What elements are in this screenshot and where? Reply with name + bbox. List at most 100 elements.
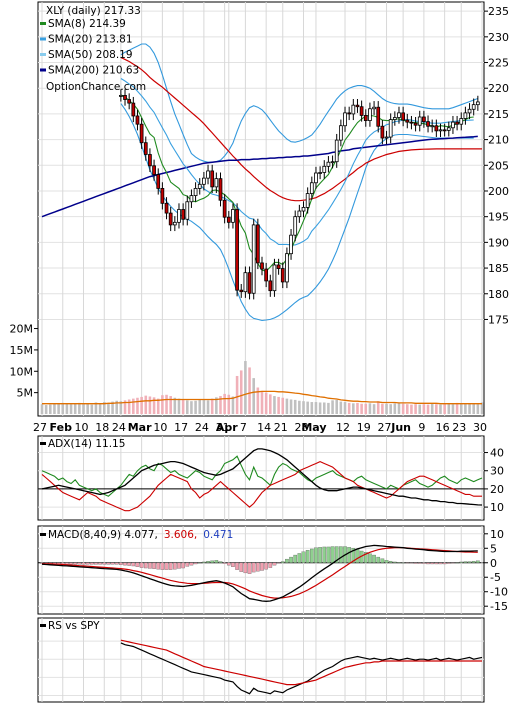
adx-tick-label: 30 — [490, 465, 504, 478]
macd-histogram-bar — [426, 562, 430, 565]
macd-histogram-bar — [422, 562, 426, 564]
volume-tick-label: 15M — [10, 344, 34, 357]
macd-histogram-bar — [347, 547, 351, 563]
rs-panel: RS vs SPY — [37, 617, 485, 703]
volume-bar — [44, 405, 48, 414]
macd-histogram-bar — [114, 562, 119, 565]
macd-label: MACD(8,40,9) 4.077, 3.606, 0.471 — [48, 529, 233, 541]
macd-histogram-bar — [355, 549, 360, 563]
volume-bar — [102, 402, 106, 414]
candle-body — [268, 280, 273, 292]
adx-grid — [38, 436, 484, 520]
candle-body — [401, 112, 405, 121]
rs-lines — [120, 639, 483, 695]
sma200-line — [41, 135, 478, 218]
candle-body — [330, 161, 335, 164]
volume-average-line — [42, 390, 482, 405]
macd-histogram-bar — [168, 562, 173, 570]
chart-title: XLY (daily) 217.33 — [46, 5, 141, 17]
volume-bar — [181, 399, 185, 414]
volume-bar — [235, 375, 239, 414]
volume-bars — [40, 361, 484, 414]
candle-body — [475, 101, 480, 106]
x-tick-label: 27 — [33, 421, 47, 434]
candle-body — [305, 193, 310, 208]
macd-histogram-bar — [409, 562, 414, 564]
macd-histogram-bar — [119, 562, 123, 565]
volume-bar — [152, 397, 156, 414]
candle-body — [343, 112, 347, 127]
price-tick-label: 185 — [488, 262, 509, 275]
candle-body — [326, 161, 331, 167]
candle-body — [222, 199, 227, 218]
candle-body — [127, 99, 132, 104]
macd-label-main: MACD(8,40,9) 4.077, — [48, 529, 158, 541]
candle-body — [446, 127, 451, 131]
macd-histogram-bar — [467, 561, 472, 563]
candle-body — [301, 207, 306, 212]
volume-bar — [430, 403, 434, 414]
legend-entry: SMA(8) 214.39 — [48, 18, 126, 30]
macd-histogram-bar — [189, 562, 194, 566]
macd-histogram-bar — [226, 562, 231, 566]
macd-line — [41, 544, 478, 602]
price-tick-label: 220 — [488, 82, 509, 95]
volume-bar — [194, 400, 197, 414]
candle-body — [139, 123, 144, 144]
macd-histogram-bar — [430, 562, 434, 565]
volume-bar — [472, 403, 475, 414]
macd-histogram-bar — [405, 562, 410, 564]
volume-bar — [443, 404, 446, 414]
macd-histogram-bar — [339, 546, 343, 563]
candle-body — [276, 264, 281, 269]
volume-bar — [360, 403, 363, 414]
macd-histogram-bar — [239, 562, 244, 572]
volume-bar — [314, 402, 318, 414]
rs-average-line — [120, 639, 482, 686]
macd-histogram-bar — [442, 562, 447, 565]
watermark: OptionChance.com — [46, 81, 146, 93]
macd-histogram-bar — [110, 562, 115, 565]
volume-bar — [447, 403, 451, 414]
candle-body — [430, 125, 435, 128]
macd-histogram-bar — [451, 562, 455, 564]
candle-body — [172, 221, 177, 226]
volume-bar — [239, 370, 243, 414]
candle-body — [280, 268, 285, 283]
candle-body — [455, 121, 459, 125]
macd-histogram-bar — [164, 562, 169, 570]
volume-bar — [94, 402, 98, 414]
volume-bar — [231, 396, 235, 414]
macd-histogram-bar — [77, 562, 82, 565]
volume-bar — [215, 397, 218, 414]
candle-body — [226, 216, 231, 223]
volume-bar — [264, 392, 268, 414]
candle-body — [264, 268, 269, 282]
macd-histogram-bar — [85, 562, 90, 565]
x-tick-label: 12 — [336, 421, 350, 434]
macd-tick-label: -15 — [490, 600, 508, 613]
candle-body — [422, 116, 426, 123]
macd-histogram-bar — [388, 560, 393, 563]
macd-histogram-bar — [330, 546, 335, 563]
candle-body — [202, 177, 206, 185]
macd-histogram-bar — [202, 561, 206, 563]
volume-bar — [281, 397, 285, 414]
candle-body — [185, 201, 190, 220]
candle-body — [368, 108, 372, 121]
volume-bar — [136, 397, 139, 414]
price-panel-frame — [37, 1, 485, 417]
candle-body — [318, 172, 322, 174]
macd-histogram-bar — [148, 562, 152, 569]
macd-histogram-bar — [256, 562, 260, 572]
macd-histogram-bar — [177, 562, 181, 569]
volume-bar — [422, 404, 426, 414]
volume-bar — [405, 404, 409, 414]
candle-body — [160, 188, 165, 204]
volume-bar — [148, 396, 152, 414]
adx-label-swatch — [40, 442, 46, 445]
candle-body — [206, 170, 210, 179]
x-tick-label: 16 — [436, 421, 450, 434]
candle-body — [164, 202, 169, 214]
x-tick-label: 17 — [174, 421, 188, 434]
